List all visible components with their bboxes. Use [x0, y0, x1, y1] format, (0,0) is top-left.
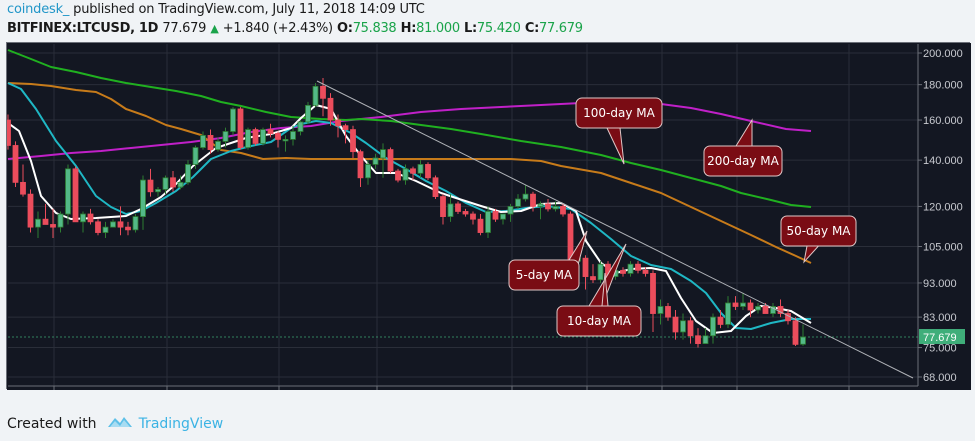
open-value: 75.838 [352, 21, 397, 36]
200-day-ma-line [7, 101, 812, 160]
published-text: published on TradingView.com, July 11, 2… [69, 2, 425, 17]
open-label: O: [337, 21, 353, 36]
price-axis-label: 140.000 [923, 155, 963, 167]
low-value: 75.420 [476, 21, 521, 36]
tradingview-logo-icon[interactable] [107, 414, 133, 434]
10-day-ma-callout: 10-day MA [556, 243, 642, 337]
200-day-ma-callout: 200-day MA [703, 118, 783, 177]
low-label: L: [464, 21, 477, 36]
50-day-ma-callout: 50-day MA [780, 215, 857, 264]
price-axis-label: 120.000 [923, 201, 963, 213]
created-with-text: Created with [7, 416, 97, 432]
close-label: C: [524, 21, 539, 36]
publisher-link[interactable]: coindesk_ [7, 2, 70, 17]
candles [7, 78, 806, 348]
high-label: H: [400, 21, 417, 36]
100-day-ma-line [7, 49, 812, 208]
price-axis-label: 83.000 [923, 312, 957, 324]
50-day-ma-line [7, 82, 812, 264]
100-day-ma-callout: 100-day MA [575, 97, 663, 165]
price-chart[interactable]: 100-day MA 200-day MA 50-day MA 5-day MA 10-… [6, 42, 971, 390]
trendline[interactable] [316, 80, 914, 379]
chart-canvas[interactable]: 100-day MA 200-day MA 50-day MA 5-day MA 10-… [7, 43, 971, 390]
svg-text:10-day MA: 10-day MA [567, 314, 632, 328]
last-price: 77.679 [162, 21, 207, 36]
high-value: 81.000 [416, 21, 460, 36]
price-axis-label: 93.000 [923, 278, 957, 290]
up-arrow-icon: ▲ [210, 22, 219, 35]
symbol-info: BITFINEX:LTCUSD, 1D 77.679 ▲ +1.840 (+2.… [7, 21, 583, 36]
svg-text:5-day MA: 5-day MA [516, 268, 573, 282]
svg-text:50-day MA: 50-day MA [786, 224, 851, 238]
price-axis-label: 180.000 [923, 80, 963, 92]
price-axis-label: 75.000 [923, 343, 957, 355]
close-value: 77.679 [538, 21, 583, 36]
tradingview-link[interactable]: TradingView [138, 416, 224, 432]
footer: Created with TradingView [7, 414, 223, 434]
publish-info: coindesk_ published on TradingView.com, … [7, 2, 425, 17]
price-axis-label: 68.000 [923, 372, 957, 384]
price-change: +1.840 (+2.43%) [222, 21, 333, 36]
svg-text:100-day MA: 100-day MA [583, 106, 655, 120]
symbol-label: BITFINEX:LTCUSD, 1D [7, 21, 159, 36]
5-day-ma-callout: 5-day MA [508, 230, 588, 291]
svg-text:200-day MA: 200-day MA [707, 154, 779, 168]
price-axis-label: 160.000 [923, 115, 963, 127]
last-price-badge: 77.679 [923, 332, 957, 344]
price-axis-label: 105.000 [923, 242, 963, 254]
price-axis-label: 200.000 [923, 48, 963, 60]
